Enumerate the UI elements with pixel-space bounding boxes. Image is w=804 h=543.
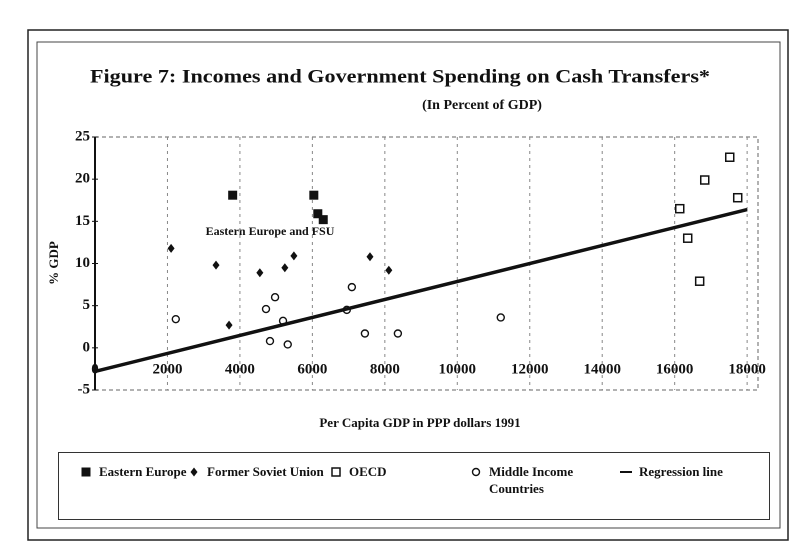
inner-frame (36, 41, 781, 529)
point (228, 190, 238, 200)
point (724, 152, 735, 162)
legend-icon (620, 471, 632, 473)
legend-item: OECD (329, 463, 429, 480)
point (360, 329, 370, 338)
plot-frame (94, 136, 759, 391)
regression-line (94, 207, 748, 374)
y-tick-label: 25 (75, 128, 90, 144)
x-tick-label: 18000 (728, 361, 766, 377)
y-axis-label: % GDP (46, 241, 61, 285)
legend-label: OECD (349, 464, 387, 479)
x-tick-label: 12000 (511, 361, 549, 377)
point (290, 251, 298, 261)
legend: Eastern Europe Former Soviet Union OECD Mid… (58, 452, 770, 520)
point (699, 175, 710, 185)
point (171, 314, 180, 324)
y-tick-label: 15 (75, 213, 90, 229)
point (496, 313, 505, 322)
point (270, 293, 280, 302)
point (261, 304, 271, 314)
y-tick-label: 20 (75, 171, 90, 187)
point (265, 336, 275, 346)
point (694, 276, 705, 286)
point (81, 467, 91, 477)
point (309, 190, 319, 200)
legend-item: Eastern Europe (79, 463, 199, 480)
point (256, 268, 264, 278)
x-axis-label: Per Capita GDP in PPP dollars 1991 (319, 415, 520, 430)
legend-icon (471, 467, 481, 477)
legend-label: Former Soviet Union (207, 464, 324, 479)
point (313, 209, 323, 219)
legend-label: Eastern Europe (99, 464, 187, 479)
point (366, 252, 374, 262)
legend-item: Regression line (619, 463, 739, 480)
legend-item: Middle Income Countries (469, 463, 609, 497)
point (732, 192, 743, 203)
point (331, 467, 341, 477)
y-tick-label: -5 (78, 381, 91, 397)
legend-label: Middle Income Countries (489, 464, 574, 496)
point (225, 320, 233, 330)
x-tick-label: 2000 (152, 361, 182, 377)
y-tick-label: 10 (75, 255, 90, 271)
legend-icon (331, 467, 341, 477)
point (281, 263, 289, 273)
point (385, 265, 393, 275)
point (283, 340, 292, 349)
point (393, 329, 403, 338)
x-tick-label: 8000 (370, 361, 400, 377)
point (190, 467, 198, 477)
point (674, 203, 685, 214)
y-tick-label: 0 (83, 339, 91, 355)
point (347, 282, 357, 292)
point (167, 243, 175, 253)
x-tick-label: 14000 (583, 361, 621, 377)
point (318, 215, 328, 225)
y-tick-label: 5 (83, 297, 91, 313)
x-tick-label: 4000 (225, 361, 255, 377)
outer-frame (27, 29, 789, 541)
x-tick-label: 6000 (297, 361, 327, 377)
legend-icon (81, 467, 91, 477)
legend-item: Former Soviet Union (187, 463, 327, 480)
chart-title: Figure 7: Incomes and Government Spendin… (90, 66, 710, 87)
chart-subtitle: (In Percent of GDP) (422, 98, 542, 113)
point (212, 260, 220, 270)
annotation: Eastern Europe and FSU (206, 224, 335, 238)
legend-label: Regression line (639, 464, 723, 479)
x-tick-label: 16000 (656, 361, 694, 377)
legend-icon (190, 467, 198, 477)
x-tick-label: 10000 (439, 361, 477, 377)
point (682, 233, 693, 243)
point (471, 467, 481, 477)
